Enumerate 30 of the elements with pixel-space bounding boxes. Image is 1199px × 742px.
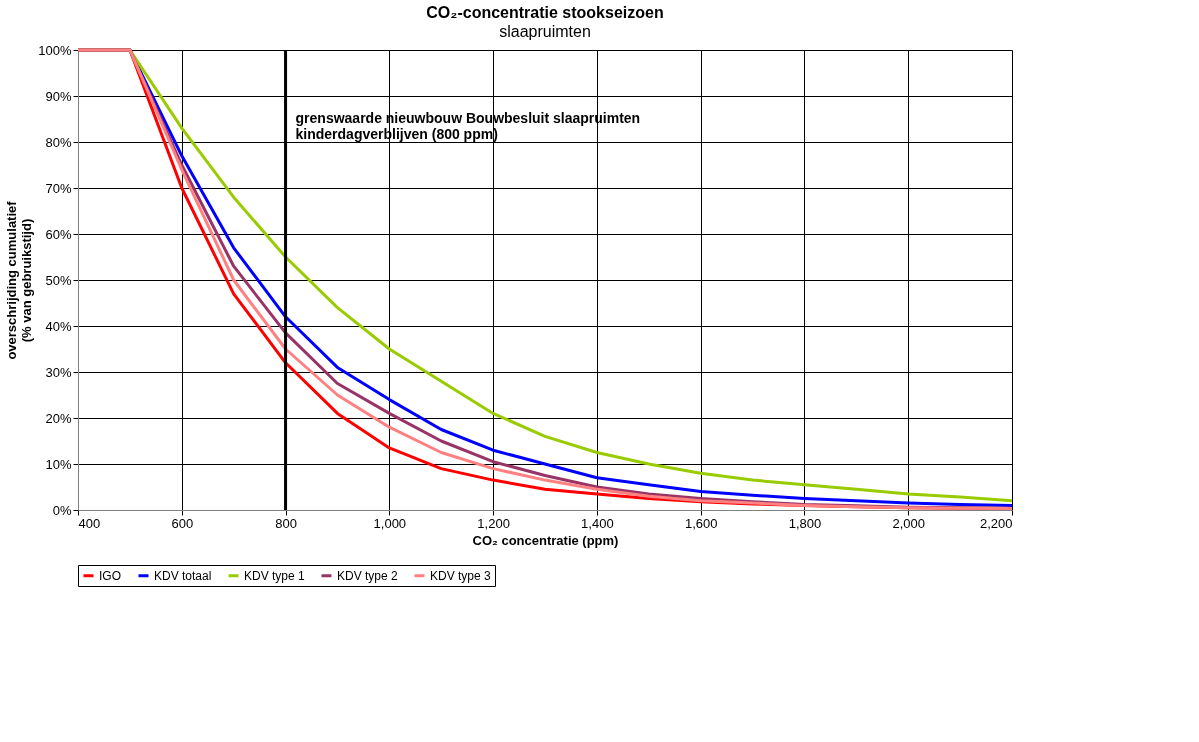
x-tick-label: 2,200 bbox=[979, 515, 1013, 531]
y-tick-label: 90% bbox=[45, 88, 72, 104]
legend-label: KDV type 3 bbox=[430, 568, 492, 583]
legend-label: KDV type 2 bbox=[337, 568, 399, 583]
y-tick-label: 30% bbox=[45, 364, 72, 380]
y-tick-label: 50% bbox=[45, 272, 72, 288]
y-axis-title: overschrijding cumulatief (% van gebruikstijd) bbox=[4, 200, 35, 360]
chart-title: CO₂-concentratie stookseizoen bbox=[426, 4, 664, 21]
legend-label: KDV type 1 bbox=[244, 568, 306, 583]
y-tick-label: 10% bbox=[45, 456, 72, 472]
x-axis-title: CO₂ concentratie (ppm) bbox=[472, 532, 619, 548]
y-tick-label: 70% bbox=[45, 180, 72, 196]
x-tick-label: 2,000 bbox=[892, 515, 925, 531]
x-tick-label: 400 bbox=[78, 515, 101, 531]
y-tick-label: 60% bbox=[45, 226, 72, 242]
y-tick-label: 100% bbox=[38, 42, 72, 58]
legend-label: KDV totaal bbox=[154, 568, 212, 583]
y-tick-label: 20% bbox=[45, 410, 72, 426]
chart-subtitle: slaapruimten bbox=[499, 23, 591, 40]
y-tick-label: 0% bbox=[52, 502, 72, 518]
x-tick-label: 800 bbox=[275, 515, 297, 531]
y-tick-label: 80% bbox=[45, 134, 72, 150]
x-tick-label: 1,400 bbox=[581, 515, 614, 531]
legend-label: IGO bbox=[99, 568, 122, 583]
x-tick-label: 600 bbox=[171, 515, 194, 531]
x-tick-label: 1,200 bbox=[477, 515, 510, 531]
x-tick-label: 1,800 bbox=[788, 515, 822, 531]
x-tick-label: 1,600 bbox=[684, 515, 718, 531]
x-tick-label: 1,000 bbox=[373, 515, 407, 531]
y-tick-label: 40% bbox=[45, 318, 72, 334]
